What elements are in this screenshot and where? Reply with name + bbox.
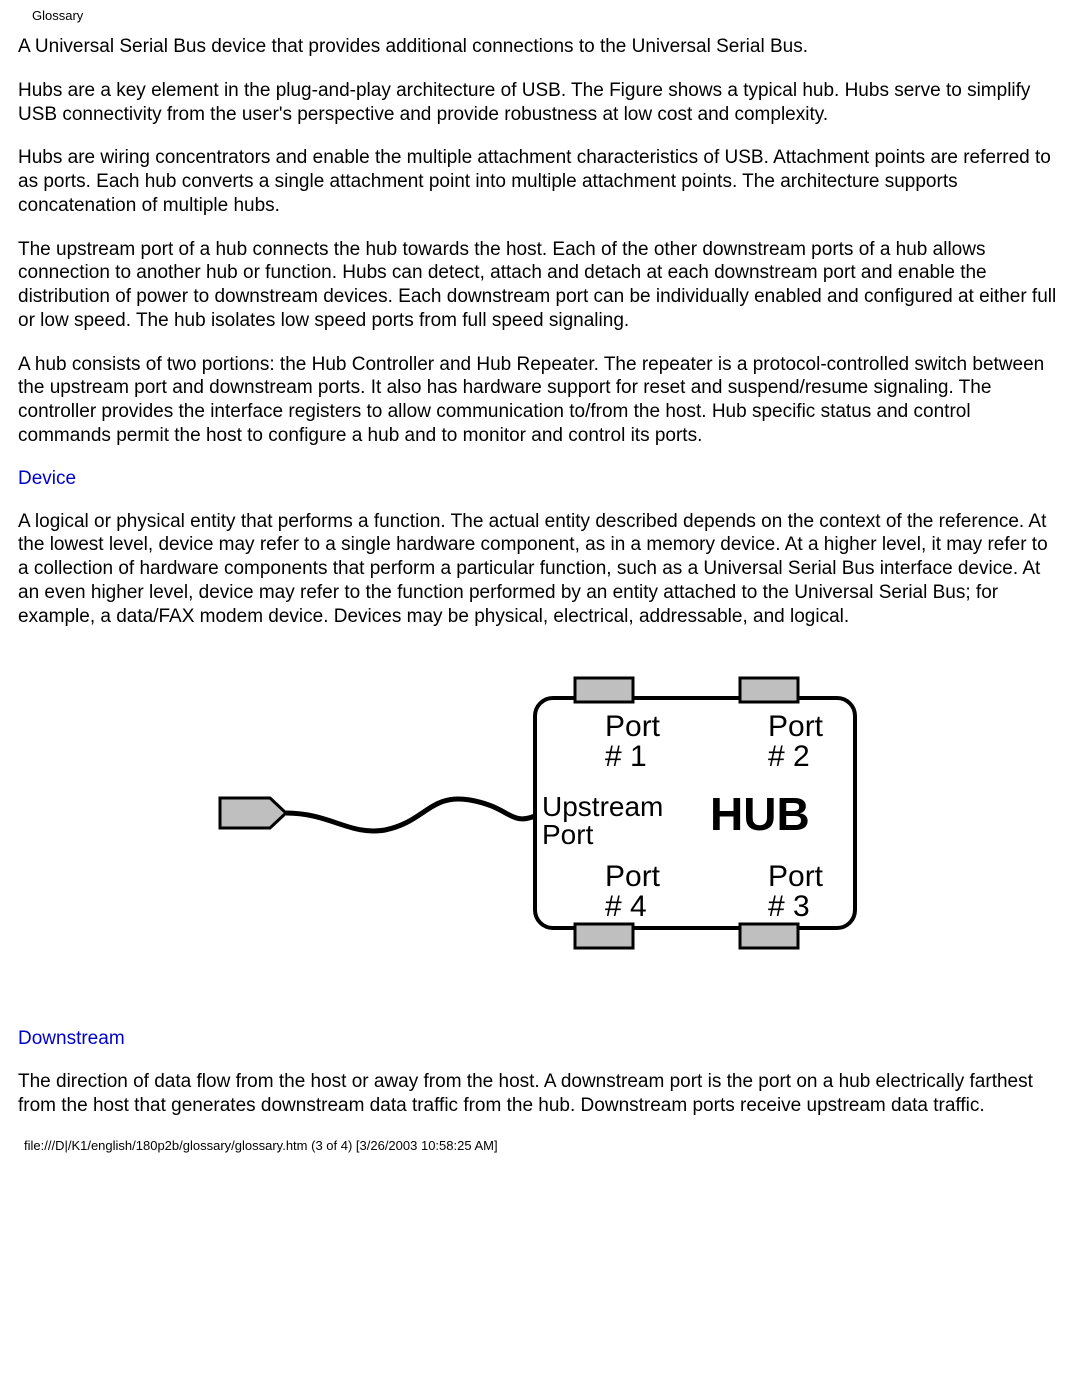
- footer-path: file:///D|/K1/english/180p2b/glossary/gl…: [0, 1138, 1080, 1165]
- upstream-label: Upstream: [542, 791, 663, 822]
- port-connector: [575, 678, 633, 702]
- port-number: # 2: [768, 740, 810, 773]
- port-label: Port: [605, 710, 661, 743]
- section-heading-downstream: Downstream: [18, 1028, 1062, 1050]
- page-header-title: Glossary: [0, 0, 1080, 27]
- paragraph: Hubs are a key element in the plug-and-p…: [18, 79, 1062, 127]
- port-label: Port: [768, 710, 824, 743]
- hub-diagram-svg: Port # 1 Port # 2 Upstream Port HUB Port…: [210, 668, 870, 958]
- upstream-plug: [220, 798, 286, 828]
- port-connector: [575, 924, 633, 948]
- port-label: Port: [605, 860, 661, 893]
- paragraph: Hubs are wiring concentrators and enable…: [18, 146, 1062, 217]
- port-connector: [740, 924, 798, 948]
- paragraph: A logical or physical entity that perfor…: [18, 510, 1062, 629]
- hub-label: HUB: [710, 788, 810, 840]
- paragraph: The direction of data flow from the host…: [18, 1070, 1062, 1118]
- port-number: # 4: [605, 890, 647, 923]
- section-heading-device: Device: [18, 468, 1062, 490]
- hub-diagram: Port # 1 Port # 2 Upstream Port HUB Port…: [18, 668, 1062, 958]
- paragraph: The upstream port of a hub connects the …: [18, 238, 1062, 333]
- port-connector: [740, 678, 798, 702]
- content-area: A Universal Serial Bus device that provi…: [0, 27, 1080, 1118]
- paragraph: A Universal Serial Bus device that provi…: [18, 35, 1062, 59]
- paragraph: A hub consists of two portions: the Hub …: [18, 353, 1062, 448]
- port-number: # 3: [768, 890, 810, 923]
- port-label: Port: [768, 860, 824, 893]
- port-number: # 1: [605, 740, 647, 773]
- upstream-label: Port: [542, 819, 594, 850]
- upstream-cable: [286, 799, 535, 831]
